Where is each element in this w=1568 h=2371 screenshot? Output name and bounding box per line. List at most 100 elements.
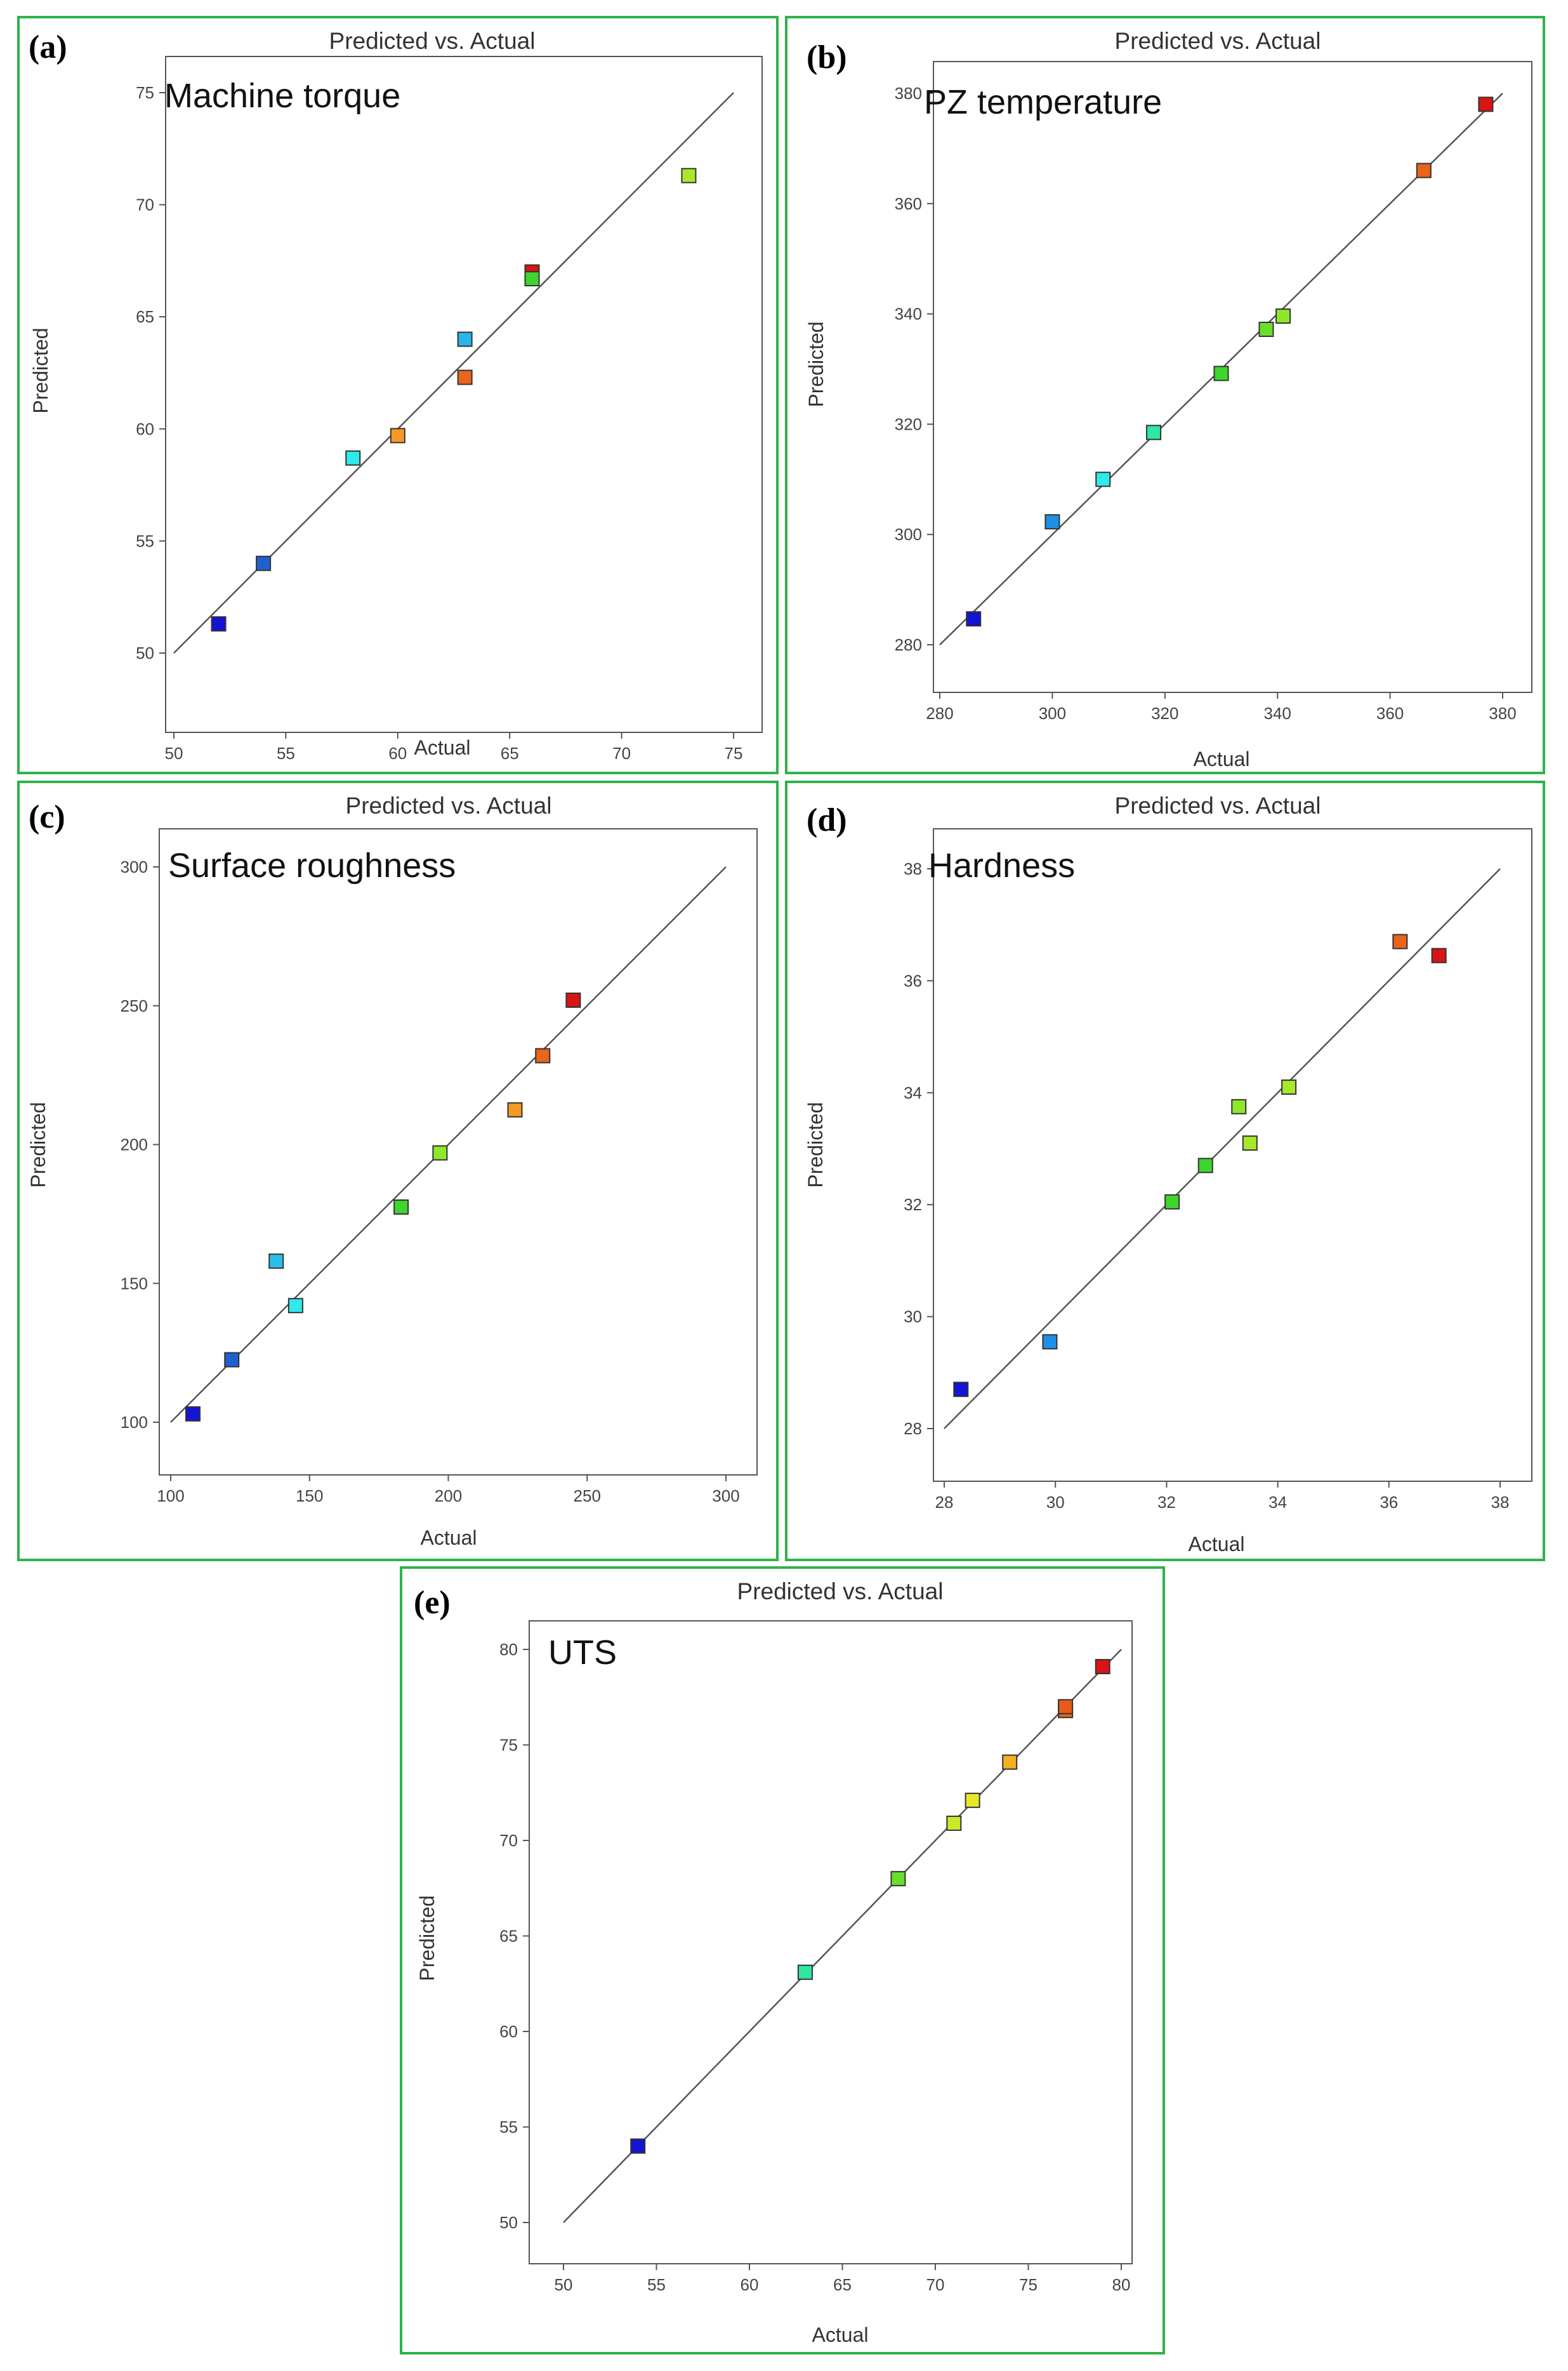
y-tick-label: 80: [499, 1640, 518, 1659]
data-point: [345, 450, 361, 466]
data-point: [965, 1792, 980, 1808]
y-tick-label: 28: [904, 1419, 922, 1438]
chart-svg-c: 100 150 200 250 300 100 150 200 250 300 (c) Predi…: [27, 793, 758, 1549]
x-tick-label: 320: [1151, 704, 1178, 723]
y-tick-label: 60: [136, 419, 154, 439]
x-tick-label: 360: [1376, 704, 1404, 723]
data-point: [287, 1298, 303, 1314]
chart-svg-e: 50 55 60 65 70 75 80 50 55 60 65 70 75 80 (e) Predict…: [414, 1578, 1133, 2346]
y-tick-label: 380: [895, 84, 922, 103]
x-axis-label: Actual: [421, 1526, 477, 1549]
inner-title: Surface roughness: [168, 847, 456, 885]
x-tick-label: 34: [1268, 1493, 1287, 1512]
inner-title: Machine torque: [164, 77, 400, 115]
y-axis-label: Predicted: [804, 1102, 827, 1187]
plot-frame: [165, 56, 763, 733]
y-tick-label: 36: [904, 971, 922, 990]
panel-label: (e): [414, 1585, 451, 1621]
data-point: [1231, 1099, 1247, 1114]
data-point: [1095, 472, 1111, 487]
data-point: [256, 555, 272, 571]
plot-area: 280 300 320 340 360 380 280 300 320 340 360 380: [895, 61, 1532, 723]
x-tick-label: 340: [1264, 704, 1291, 723]
data-point: [630, 2138, 646, 2154]
y-tick-label: 55: [136, 531, 154, 550]
x-tick-label: 32: [1157, 1493, 1176, 1512]
x-axis-label: Actual: [812, 2323, 869, 2346]
y-tick-label: 150: [121, 1274, 148, 1293]
chart-svg-d: 28 30 32 34 36 38 28 30 32 34 36 38 (d) Predicted v…: [804, 793, 1532, 1555]
data-point: [1258, 321, 1274, 337]
plot-title: Predicted vs. Actual: [1115, 28, 1321, 54]
x-tick-label: 28: [935, 1493, 954, 1512]
plot-title: Predicted vs. Actual: [737, 1578, 944, 1604]
y-tick-label: 280: [895, 635, 922, 654]
y-tick-label: 320: [895, 414, 922, 433]
y-tick-label: 340: [895, 305, 922, 324]
data-point: [1416, 162, 1432, 178]
x-tick-label: 70: [612, 744, 631, 763]
chart-panel-e: 50 55 60 65 70 75 80 50 55 60 65 70 75 80 (e) Predict…: [400, 1566, 1165, 2354]
data-point: [681, 168, 697, 183]
y-tick-label: 38: [904, 859, 922, 878]
plot-frame: [933, 61, 1532, 693]
diagonal-line: [170, 866, 727, 1423]
x-tick-label: 30: [1046, 1493, 1065, 1512]
x-tick-label: 300: [712, 1486, 739, 1505]
x-tick-label: 60: [388, 744, 407, 763]
x-tick-label: 100: [157, 1486, 184, 1505]
y-tick-label: 30: [904, 1307, 922, 1326]
data-point: [211, 616, 227, 632]
data-point: [1002, 1754, 1018, 1770]
y-tick-label: 250: [121, 996, 148, 1015]
inner-title: PZ temperature: [924, 83, 1162, 121]
data-point: [268, 1253, 284, 1269]
y-tick-label: 70: [499, 1831, 518, 1850]
y-axis-label: Predicted: [805, 321, 827, 407]
x-axis-label: Actual: [414, 736, 471, 759]
y-tick-label: 100: [121, 1413, 148, 1432]
inner-title: Hardness: [928, 847, 1075, 885]
data-point: [1275, 308, 1291, 324]
data-point: [946, 1815, 962, 1831]
y-tick-label: 50: [499, 2213, 518, 2232]
data-point: [535, 1048, 551, 1064]
chart-panel-b: 280 300 320 340 360 380 280 300 320 340 360 380 (b)…: [785, 16, 1545, 774]
x-tick-label: 150: [296, 1486, 323, 1505]
diagonal-line: [944, 868, 1501, 1429]
chart-svg-a: 50 55 60 65 70 75 50 55 60 65 70 75 (a) Predicted v…: [29, 28, 763, 763]
data-point: [1058, 1699, 1074, 1715]
x-tick-label: 70: [926, 2275, 945, 2294]
plot-area: 28 30 32 34 36 38 28 30 32 34 36 38: [904, 828, 1532, 1512]
data-point: [966, 611, 982, 627]
y-axis-label: Predicted: [27, 1102, 49, 1187]
y-tick-label: 32: [904, 1195, 922, 1214]
x-tick-label: 280: [926, 704, 953, 723]
y-tick-label: 50: [136, 644, 154, 663]
data-point: [1197, 1158, 1213, 1173]
x-tick-label: 55: [647, 2275, 666, 2294]
x-tick-label: 250: [574, 1486, 601, 1505]
x-tick-label: 65: [501, 744, 519, 763]
data-point: [565, 993, 581, 1008]
y-tick-label: 55: [499, 2118, 518, 2137]
data-point: [1044, 514, 1060, 530]
x-tick-label: 380: [1489, 704, 1516, 723]
plot-frame: [933, 828, 1532, 1482]
data-point: [953, 1382, 969, 1397]
y-axis-label: Predicted: [416, 1895, 438, 1981]
panel-label: (d): [807, 802, 847, 838]
data-point: [224, 1352, 240, 1368]
y-tick-label: 34: [904, 1083, 922, 1102]
plot-frame: [159, 828, 758, 1476]
data-point: [1146, 425, 1162, 440]
data-point: [507, 1102, 523, 1118]
data-point: [457, 369, 473, 385]
x-tick-label: 65: [833, 2275, 852, 2294]
plot-title: Predicted vs. Actual: [1115, 793, 1321, 819]
data-point: [1281, 1079, 1297, 1095]
x-tick-label: 75: [725, 744, 743, 763]
plot-area: 50 55 60 65 70 75 80 50 55 60 65 70 75 80: [499, 1620, 1133, 2294]
data-point: [524, 271, 540, 287]
y-axis-label: Predicted: [29, 327, 52, 413]
